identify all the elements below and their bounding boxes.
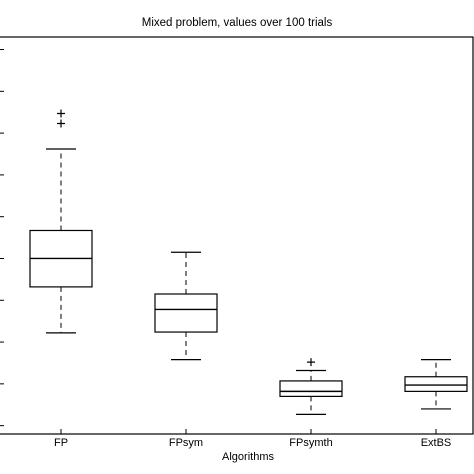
chart-title: Mixed problem, values over 100 trials [142,17,333,29]
x-tick-label-fp: FP [54,437,68,449]
outlier-fp-0 [57,119,65,128]
box-extbs [404,376,468,392]
outlier-fpsymth-0 [307,358,315,367]
box-fpsym [154,293,218,333]
outlier-fp-1 [57,109,65,118]
box-fpsymth [279,380,343,397]
x-tick-label-extbs: ExtBS [421,437,452,449]
x-tick-label-fpsym: FPsym [169,437,203,449]
x-tick-label-fpsymth: FPsymth [289,437,332,449]
plot-area-frame [0,36,474,435]
x-axis-label: Algorithms [222,451,274,463]
